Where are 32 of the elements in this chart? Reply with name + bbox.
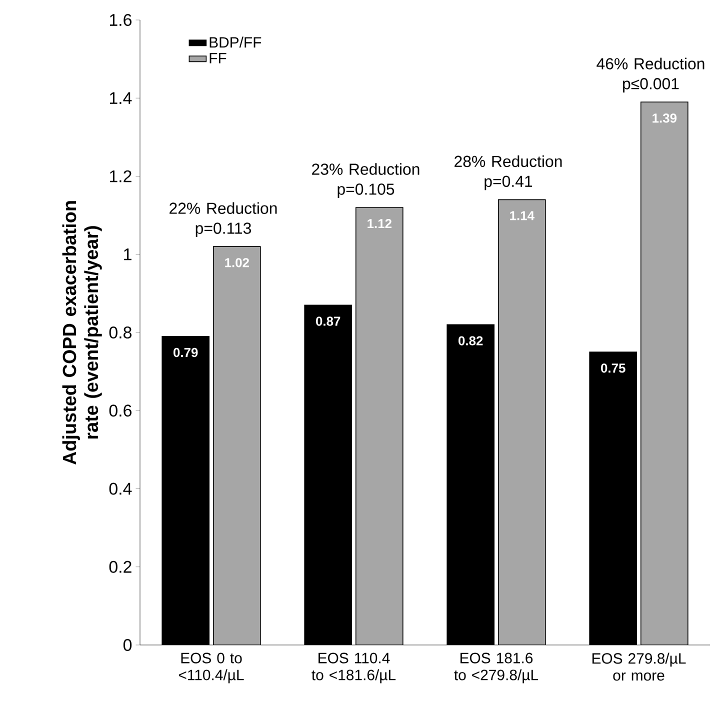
annotation: 22% Reduction p=0.113 xyxy=(170,202,277,238)
y-tick-label: 1 xyxy=(124,248,132,260)
x-tick-label: EOS 181.6 to <279.8/µL xyxy=(454,652,538,684)
x-tick-label: EOS 110.4 to <181.6/µL xyxy=(312,652,396,684)
y-axis-title: Adjusted COPD exacerbation rate (event/patient/year) xyxy=(62,201,102,465)
annotation: 23% Reduction p=0.105 xyxy=(312,163,420,198)
bar xyxy=(355,207,404,645)
bar xyxy=(640,102,688,645)
bar xyxy=(212,246,261,645)
legend-label: BDP/FF xyxy=(210,36,262,48)
y-tick-label: 0.4 xyxy=(109,482,132,495)
data-label: 1.02 xyxy=(225,258,249,268)
data-label: 0.75 xyxy=(601,364,626,373)
y-tick-label: 1.6 xyxy=(110,14,132,26)
y-tick-label: 1.2 xyxy=(110,170,132,182)
data-label: 0.87 xyxy=(316,316,340,326)
data-label: 1.14 xyxy=(510,211,534,220)
x-tick-label: EOS 279.8/µL or more xyxy=(592,652,686,681)
x-tick-label: EOS 0 to <110.4/µL xyxy=(178,652,244,684)
data-label: 1.39 xyxy=(652,114,677,123)
annotation: 28% Reduction p=0.41 xyxy=(454,155,562,190)
y-tick-label: 0.2 xyxy=(109,560,132,573)
legend-label: FF xyxy=(210,52,226,64)
bar xyxy=(498,199,546,645)
y-tick-label: 1.4 xyxy=(110,92,132,104)
data-label: 0.82 xyxy=(458,336,483,346)
data-label: 1.12 xyxy=(368,219,392,228)
y-tick-label: 0.8 xyxy=(109,326,132,338)
annotation: 46% Reduction p≤0.001 xyxy=(596,58,704,92)
data-label: 0.79 xyxy=(174,348,198,358)
y-tick-label: 0.6 xyxy=(109,404,132,417)
y-tick-label: 0 xyxy=(123,638,132,651)
